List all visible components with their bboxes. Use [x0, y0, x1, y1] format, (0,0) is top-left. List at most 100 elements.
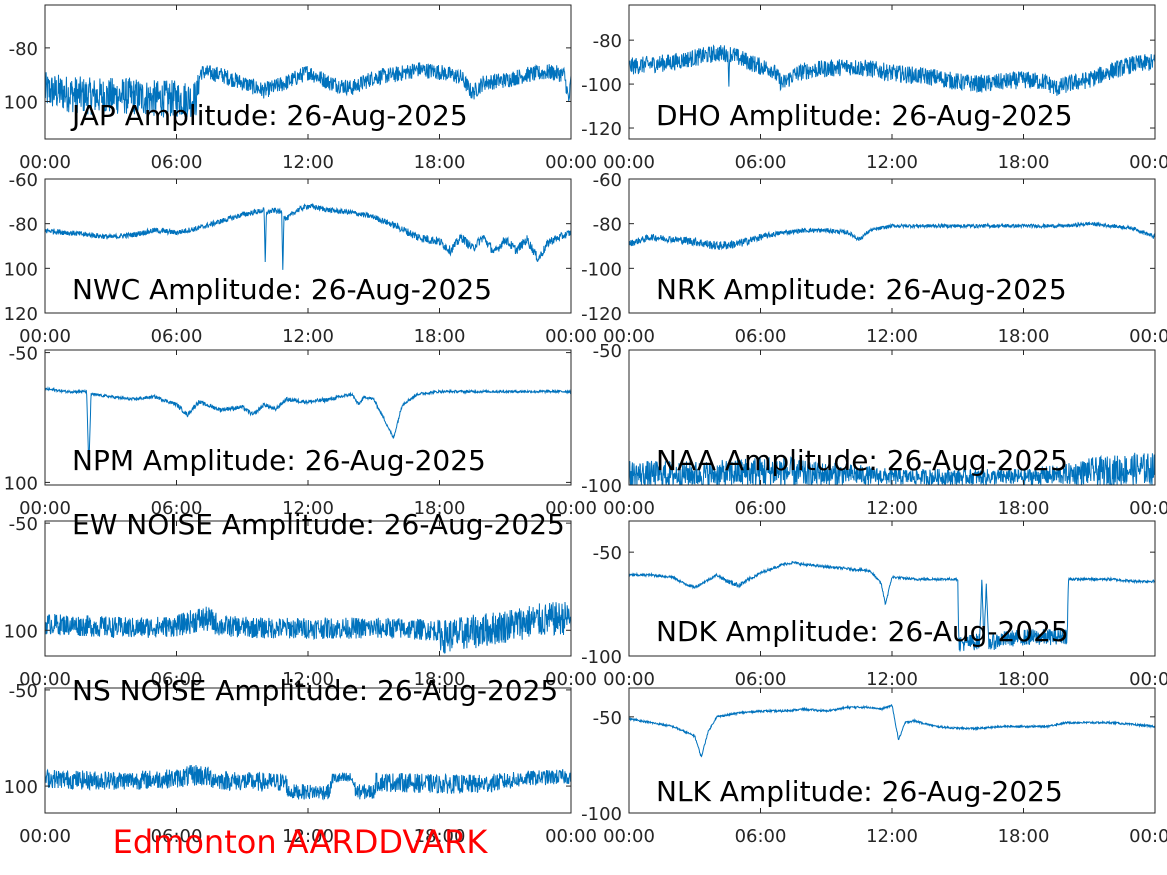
- series-line: [629, 221, 1155, 251]
- x-tick-label: 00:00: [19, 498, 71, 519]
- y-tick-label: 100: [4, 621, 38, 642]
- y-tick-label: -50: [593, 341, 622, 362]
- panel-jap: 00:00 06:00 12:00 18:00 00:00 -80 100 JAP Ampli…: [4, 4, 597, 173]
- series-line: [629, 560, 1155, 652]
- y-tick-label: 100: [4, 777, 38, 798]
- y-tick-label: -50: [593, 543, 622, 564]
- panel-ns-noise: 00:00 06:00 12:00 18:00 00:00 -50 100 NS NOISE …: [4, 674, 597, 847]
- y-tick-label: 100: [4, 259, 38, 280]
- y-tick-label: -100: [581, 804, 622, 825]
- x-tick-label: 06:00: [151, 498, 203, 519]
- y-tick-label: -60: [9, 170, 38, 191]
- x-tick-label: 18:00: [414, 826, 466, 847]
- x-tick-label: 18:00: [414, 326, 466, 347]
- x-tick-label: 18:00: [998, 152, 1050, 173]
- panel-ndk: 00:00 06:00 12:00 18:00 00:00 -50 -100 NDK Ampl…: [581, 520, 1167, 690]
- panel-title: NAA Amplitude: 26-Aug-2025: [656, 444, 1068, 477]
- x-tick-label: 00:00: [1129, 498, 1167, 519]
- x-tick-label: 12:00: [866, 826, 918, 847]
- x-tick-label: 06:00: [735, 326, 787, 347]
- x-tick-label: 00:00: [19, 826, 71, 847]
- x-tick-label: 00:00: [19, 669, 71, 690]
- x-tick-label: 18:00: [414, 498, 466, 519]
- panel-ew-noise: 00:00 06:00 12:00 18:00 00:00 -50 100 EW NOISE …: [4, 508, 597, 690]
- x-tick-label: 12:00: [866, 498, 918, 519]
- x-tick-label: 18:00: [414, 669, 466, 690]
- y-tick-label: 100: [4, 473, 38, 494]
- series-line: [45, 386, 571, 465]
- x-tick-label: 12:00: [282, 152, 334, 173]
- y-tick-label: 120: [4, 304, 38, 325]
- panel-title: NDK Amplitude: 26-Aug-2025: [656, 615, 1069, 648]
- y-tick-label: -50: [9, 681, 38, 702]
- x-tick-label: 18:00: [998, 669, 1050, 690]
- x-tick-label: 12:00: [866, 152, 918, 173]
- series-line: [45, 62, 571, 118]
- x-tick-label: 00:00: [603, 152, 655, 173]
- x-tick-label: 00:00: [1129, 152, 1167, 173]
- x-tick-label: 18:00: [998, 498, 1050, 519]
- x-tick-label: 00:00: [603, 326, 655, 347]
- series-line: [629, 704, 1155, 758]
- x-tick-label: 00:00: [545, 326, 597, 347]
- panel-title: NRK Amplitude: 26-Aug-2025: [656, 273, 1067, 306]
- series-line: [629, 452, 1155, 485]
- y-tick-label: -50: [593, 708, 622, 729]
- y-tick-label: -100: [581, 647, 622, 668]
- panel-title: DHO Amplitude: 26-Aug-2025: [656, 99, 1073, 132]
- panel-naa: 00:00 06:00 12:00 18:00 00:00 -50 -100 NAA Ampl…: [581, 341, 1167, 519]
- x-tick-label: 00:00: [1129, 326, 1167, 347]
- x-tick-label: 06:00: [735, 498, 787, 519]
- x-tick-label: 12:00: [282, 326, 334, 347]
- panel-title: JAP Amplitude: 26-Aug-2025: [70, 99, 468, 132]
- panel-title: NWC Amplitude: 26-Aug-2025: [72, 273, 492, 306]
- x-tick-label: 06:00: [151, 669, 203, 690]
- x-tick-label: 12:00: [282, 669, 334, 690]
- x-tick-label: 18:00: [998, 826, 1050, 847]
- panel-title: EW NOISE Amplitude: 26-Aug-2025: [72, 508, 565, 541]
- x-tick-label: 12:00: [282, 498, 334, 519]
- x-tick-label: 00:00: [19, 152, 71, 173]
- y-tick-label: -50: [9, 514, 38, 535]
- x-tick-label: 00:00: [1129, 669, 1167, 690]
- x-tick-label: 00:00: [545, 498, 597, 519]
- x-tick-label: 06:00: [151, 152, 203, 173]
- x-tick-label: 06:00: [735, 669, 787, 690]
- panel-title: NPM Amplitude: 26-Aug-2025: [72, 444, 486, 477]
- panel-npm: 00:00 06:00 12:00 18:00 00:00 -50 100 NPM Ampli…: [4, 344, 597, 519]
- panel-title: NLK Amplitude: 26-Aug-2025: [656, 775, 1063, 808]
- footer-label: Edmonton AARDDVARK: [113, 823, 489, 861]
- x-tick-label: 06:00: [151, 326, 203, 347]
- x-tick-label: 00:00: [545, 669, 597, 690]
- x-tick-label: 18:00: [414, 152, 466, 173]
- x-tick-label: 06:00: [735, 152, 787, 173]
- series-line: [45, 764, 571, 801]
- x-tick-label: 00:00: [603, 498, 655, 519]
- y-tick-label: -50: [9, 344, 38, 365]
- y-tick-label: -80: [593, 31, 622, 52]
- x-tick-label: 06:00: [735, 826, 787, 847]
- x-tick-label: 00:00: [545, 152, 597, 173]
- series-line: [629, 44, 1155, 96]
- series-line: [45, 601, 571, 655]
- x-tick-label: 00:00: [1129, 826, 1167, 847]
- y-tick-label: -120: [581, 304, 622, 325]
- panel-nlk: 00:00 06:00 12:00 18:00 00:00 -50 -100 NLK Ampl…: [581, 687, 1167, 847]
- x-tick-label: 06:00: [151, 826, 203, 847]
- panel-title: NS NOISE Amplitude: 26-Aug-2025: [72, 674, 558, 707]
- x-tick-label: 00:00: [545, 826, 597, 847]
- y-tick-label: -100: [581, 259, 622, 280]
- x-tick-label: 18:00: [998, 326, 1050, 347]
- x-tick-label: 00:00: [603, 669, 655, 690]
- x-tick-label: 12:00: [866, 669, 918, 690]
- x-tick-label: 12:00: [282, 826, 334, 847]
- x-tick-label: 00:00: [19, 326, 71, 347]
- y-tick-label: -100: [581, 476, 622, 497]
- y-tick-label: -120: [581, 119, 622, 140]
- y-tick-label: -80: [9, 215, 38, 236]
- x-tick-label: 12:00: [866, 326, 918, 347]
- series-line: [45, 202, 571, 270]
- y-tick-label: 100: [4, 92, 38, 113]
- y-tick-label: -60: [593, 170, 622, 191]
- y-tick-label: -80: [9, 39, 38, 60]
